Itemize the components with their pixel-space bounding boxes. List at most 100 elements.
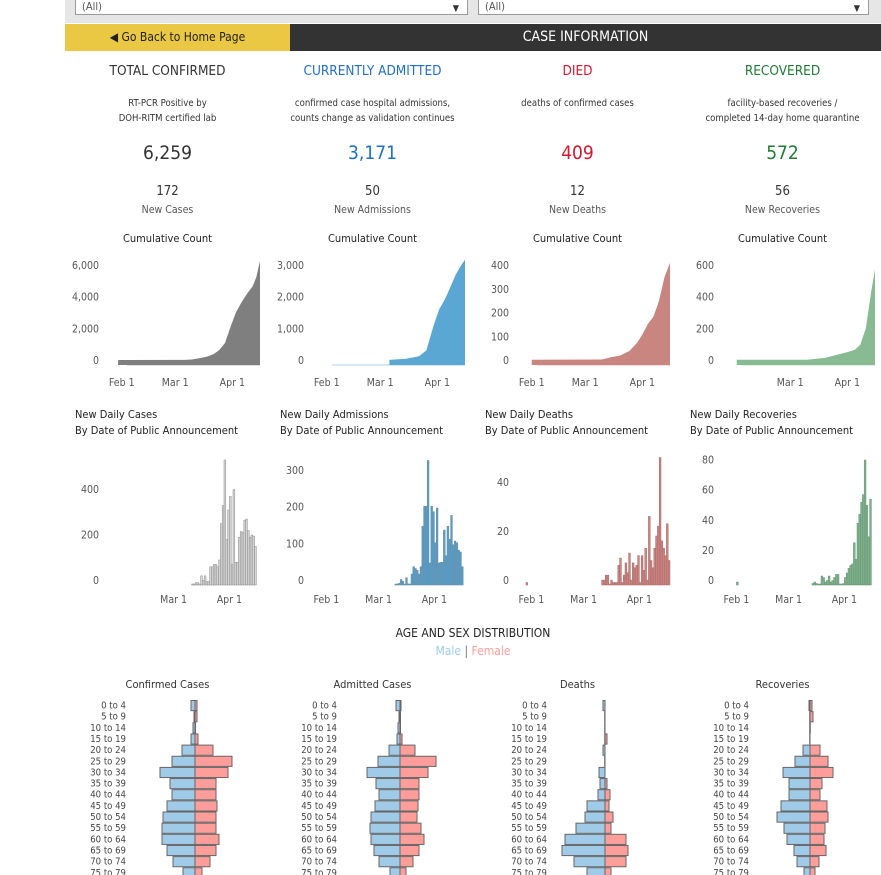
daily-bar: [250, 534, 254, 586]
daily-bar: [601, 579, 604, 586]
daily-bar: [603, 579, 606, 586]
daily-bar: [662, 547, 665, 586]
age-label: 75 to 79: [90, 868, 126, 875]
male-bar: [374, 800, 401, 812]
female-bar: [809, 833, 825, 845]
daily-bar: [831, 580, 834, 586]
daily-bar: [399, 579, 403, 586]
female-bar: [194, 833, 220, 845]
daily-bar: [646, 579, 649, 586]
female-bar: [399, 722, 401, 734]
age-label: 50 to 54: [90, 812, 126, 823]
female-bar: [604, 789, 611, 801]
daily-bar: [630, 579, 633, 586]
x-tick-label: Apr 1: [832, 594, 857, 606]
age-label: 40 to 44: [511, 790, 547, 801]
female-bar: [399, 867, 407, 875]
age-label: 35 to 39: [511, 779, 547, 790]
filter-dropdown-2[interactable]: (All) ▼: [478, 0, 869, 15]
panel-recovered: RECOVERED facility-based recoveries / com…: [680, 51, 881, 875]
female-bar: [604, 733, 608, 745]
pyramid-title: Recoveries: [755, 678, 810, 691]
cumulative-chart-recovered: 0 200 400 600 Mar 1 Apr 1: [696, 260, 875, 389]
female-bar: [399, 800, 419, 812]
daily-bar: [252, 535, 255, 586]
y-tick-label: 1,000: [277, 323, 304, 335]
daily-bar: [398, 582, 401, 586]
female-bar: [809, 867, 816, 875]
age-label: 0 to 4: [522, 701, 547, 712]
new-label: New Recoveries: [744, 204, 821, 216]
daily-bar: [865, 504, 869, 586]
daily-bar: [827, 575, 831, 586]
panel-title: RECOVERED: [744, 63, 821, 79]
daily-bar: [633, 567, 637, 586]
y-tick-label: 600: [696, 260, 714, 272]
x-tick-label: Feb 1: [724, 594, 750, 606]
male-bar: [780, 800, 811, 812]
daily-bar: [840, 583, 843, 586]
daily-bar: [248, 537, 252, 586]
age-label: 20 to 24: [713, 745, 749, 756]
chevron-down-icon: ▼: [853, 4, 860, 14]
male-bar: [599, 778, 606, 790]
male-bar: [782, 766, 811, 779]
age-label: 35 to 39: [90, 779, 126, 790]
x-tick-label: Mar 1: [777, 377, 804, 389]
female-bar: [809, 711, 814, 723]
daily-bar: [858, 513, 861, 586]
age-label: 5 to 9: [522, 712, 547, 723]
daily-bar: [434, 542, 437, 586]
new-label: New Cases: [141, 204, 194, 216]
daily-bar: [230, 564, 234, 586]
page-header: CASE INFORMATION: [290, 24, 881, 51]
age-label: 30 to 34: [301, 767, 337, 778]
y-tick-label: 40: [497, 477, 509, 489]
female-bar: [194, 844, 217, 857]
daily-bar: [824, 581, 827, 586]
daily-title: New Daily Deaths: [485, 408, 573, 421]
pyramid-title: Confirmed Cases: [125, 678, 210, 691]
daily-bar: [461, 566, 464, 586]
x-tick-label: Feb 1: [314, 377, 340, 389]
age-label: 60 to 64: [301, 834, 337, 845]
daily-bar: [817, 583, 820, 586]
daily-bar: [198, 583, 201, 586]
daily-bar: [430, 505, 433, 586]
panel-confirmed: TOTAL CONFIRMED RT-PCR Positive by DOH-RI…: [65, 51, 270, 875]
male-bar: [190, 700, 196, 712]
daily-bar: [441, 562, 444, 586]
male-bar: [182, 867, 196, 875]
y-tick-label: 80: [702, 455, 714, 467]
daily-bar: [736, 581, 739, 586]
male-bar: [802, 744, 811, 756]
female-bar: [809, 700, 813, 712]
daily-bar: [407, 583, 410, 586]
daily-bar: [622, 574, 626, 586]
female-bar: [399, 833, 425, 845]
daily-bar: [648, 516, 651, 586]
description-line: confirmed case hospital admissions,: [294, 98, 451, 109]
y-tick-label: 400: [696, 292, 714, 304]
back-home-button[interactable]: ◀ Go Back to Home Page: [65, 24, 290, 51]
cumulative-area: [736, 269, 875, 365]
daily-subtitle: By Date of Public Announcement: [690, 424, 854, 437]
daily-bar: [849, 565, 852, 586]
y-tick-label: 0: [503, 355, 509, 367]
daily-bar: [608, 583, 611, 586]
daily-bar: [642, 570, 646, 586]
daily-bar: [660, 540, 664, 586]
daily-bar: [448, 538, 451, 586]
daily-subtitle: By Date of Public Announcement: [75, 424, 239, 437]
daily-bar: [416, 570, 419, 586]
male-bar: [573, 856, 606, 868]
male-bar: [373, 844, 401, 857]
age-label: 60 to 64: [90, 834, 126, 845]
filter-dropdown-1[interactable]: (All) ▼: [75, 0, 468, 15]
daily-bar: [238, 537, 241, 586]
daily-bar: [867, 536, 870, 586]
age-label: 65 to 69: [713, 845, 749, 856]
y-tick-label: 400: [81, 484, 99, 496]
age-label: 55 to 59: [713, 823, 749, 834]
y-tick-label: 2,000: [72, 323, 99, 335]
